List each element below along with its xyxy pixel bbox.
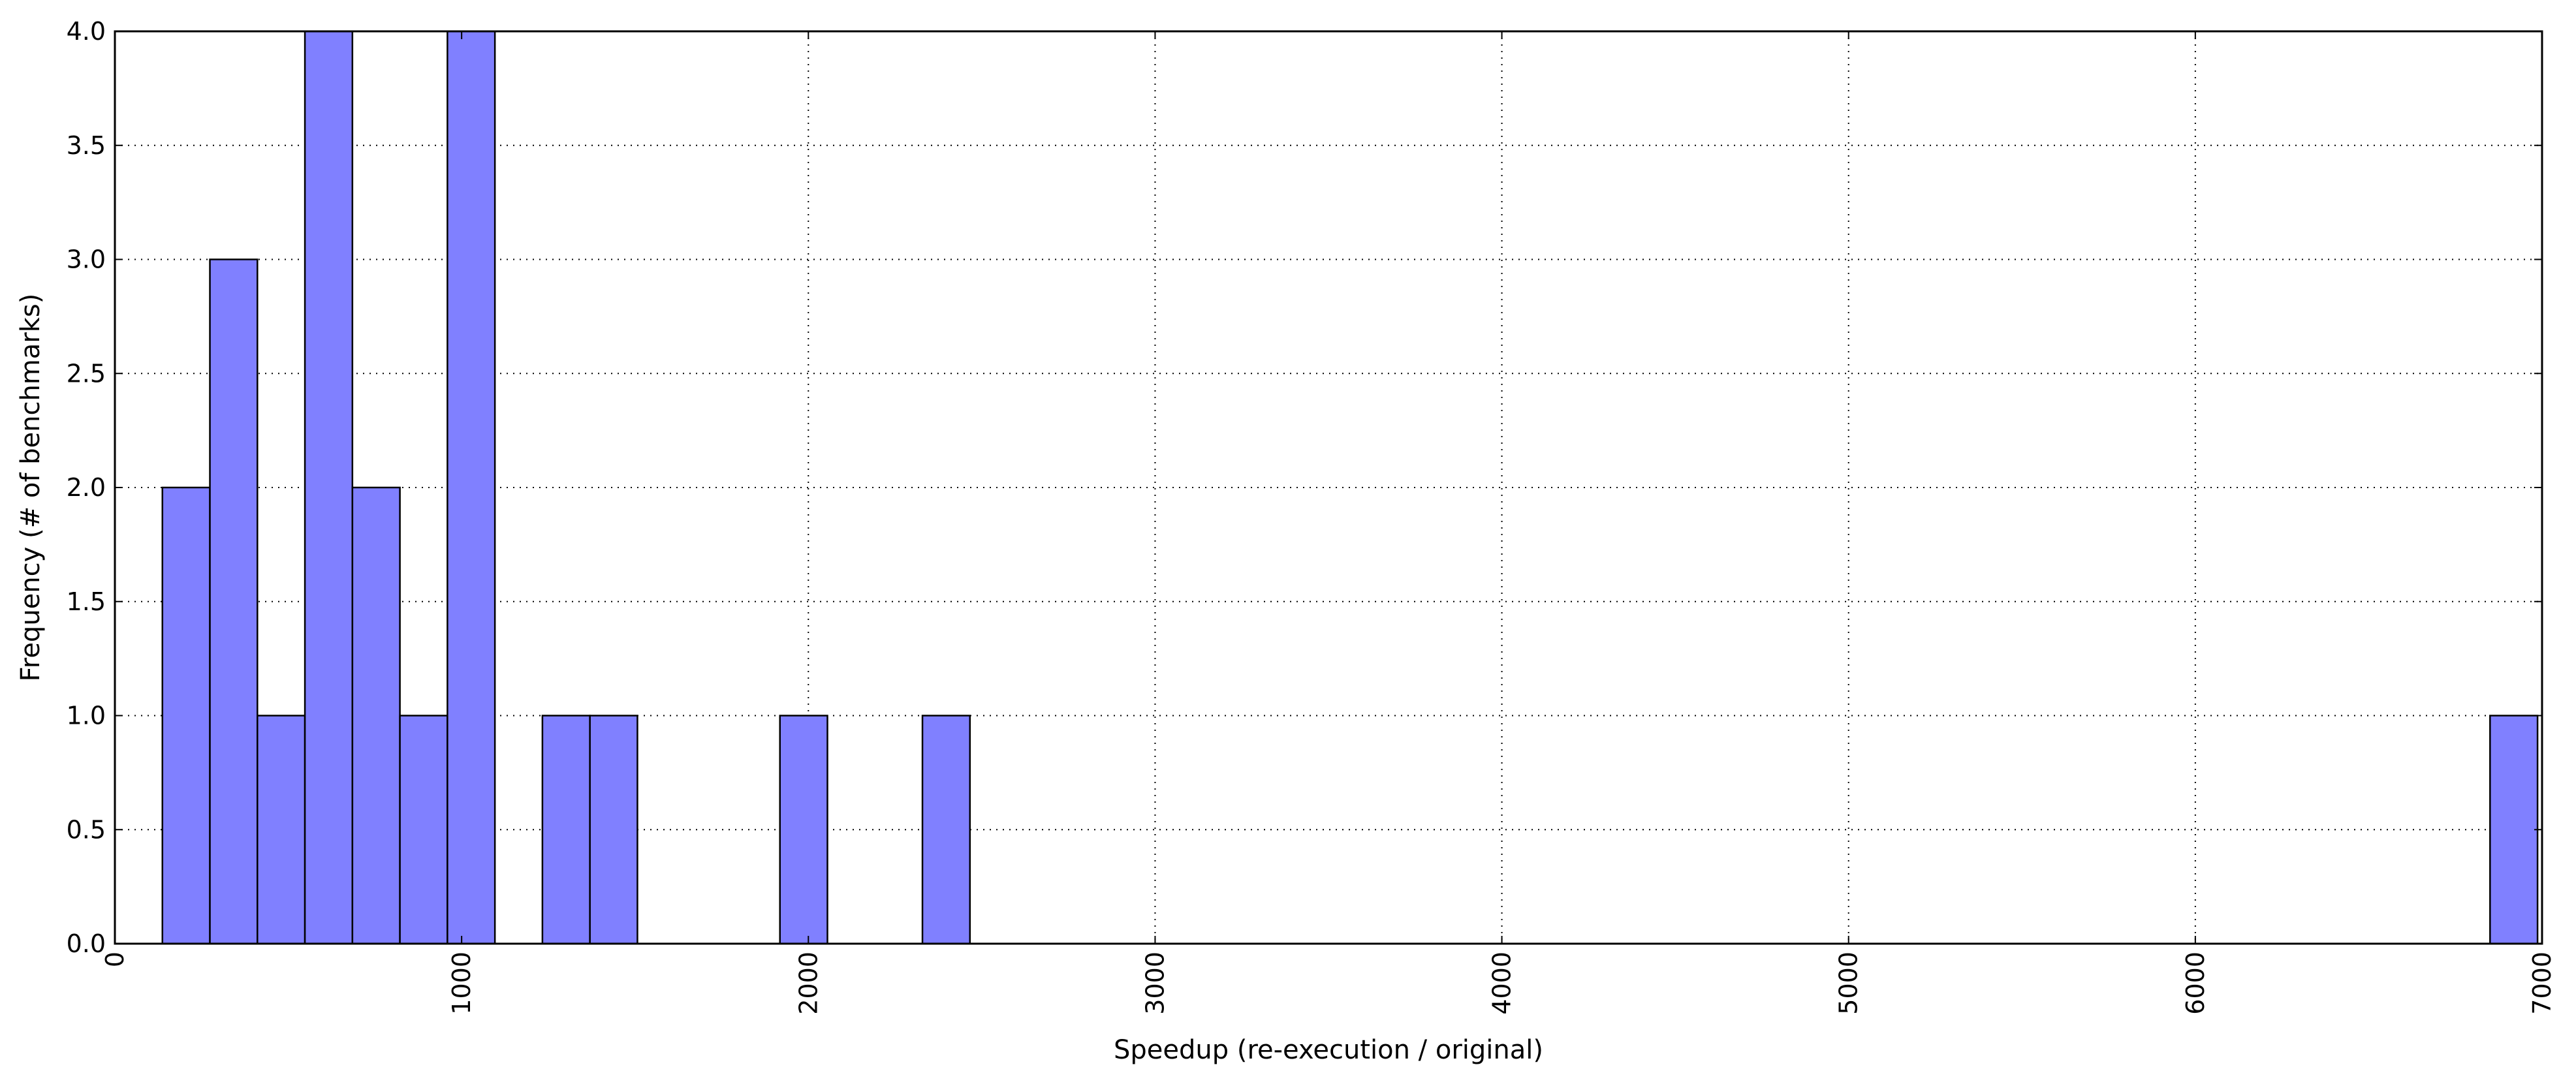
x-tick-label: 7000: [2528, 952, 2556, 1015]
x-tick-label: 2000: [794, 952, 823, 1015]
y-tick-label: 3.5: [67, 131, 106, 160]
x-tick-label: 5000: [1834, 952, 1863, 1015]
y-tick-label: 4.0: [67, 17, 106, 46]
histogram-bar: [541, 715, 591, 945]
histogram-bar: [399, 715, 448, 945]
histogram-bar: [304, 30, 354, 945]
histogram-bars: [161, 30, 2539, 945]
histogram-bar: [779, 715, 828, 945]
y-tick-label: 0.0: [67, 929, 106, 958]
x-tick-label: 1000: [447, 952, 476, 1015]
histogram-bar: [351, 486, 401, 945]
y-tick-label: 3.0: [67, 245, 106, 274]
y-tick-label: 2.5: [67, 359, 106, 388]
histogram-bar: [921, 715, 971, 945]
x-tick-label: 6000: [2181, 952, 2210, 1015]
histogram-bar: [209, 258, 259, 945]
y-tick-label: 1.0: [67, 702, 106, 730]
x-tick-label: 3000: [1140, 952, 1169, 1015]
axis-ticks: [114, 31, 2543, 944]
y-axis-label: Frequency (# of benchmarks): [16, 294, 46, 682]
y-tick-label: 0.5: [67, 815, 106, 844]
tick-labels: 0 1000 2000 3000 4000 5000 6000 7000 0.0 0.5 1.0 1.…: [67, 17, 2556, 1015]
histogram-bar: [257, 715, 306, 945]
histogram-bar: [589, 715, 638, 945]
histogram-bar: [161, 486, 211, 945]
histogram-bar: [2489, 715, 2539, 945]
y-tick-label: 2.0: [67, 473, 106, 502]
histogram-bar: [447, 30, 496, 945]
x-axis-label: Speedup (re-execution / original): [1114, 1035, 1543, 1065]
x-tick-label: 0: [101, 952, 129, 967]
y-tick-label: 1.5: [67, 587, 106, 616]
x-tick-label: 4000: [1488, 952, 1516, 1015]
